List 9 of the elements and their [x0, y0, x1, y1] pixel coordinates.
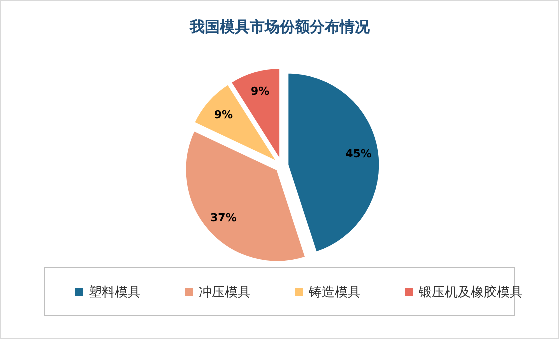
data-label: 9%: [250, 85, 270, 98]
legend-label: 冲压模具: [199, 286, 251, 301]
data-label: 37%: [210, 211, 237, 224]
data-label: 45%: [346, 148, 372, 161]
legend-label: 锻压机及橡胶模具: [418, 286, 523, 301]
legend-label: 塑料模具: [89, 284, 141, 301]
chart-title: 我国模具市场份额分布情况: [189, 18, 371, 36]
legend-label: 铸造模具: [308, 286, 361, 301]
data-label: 9%: [214, 108, 234, 122]
